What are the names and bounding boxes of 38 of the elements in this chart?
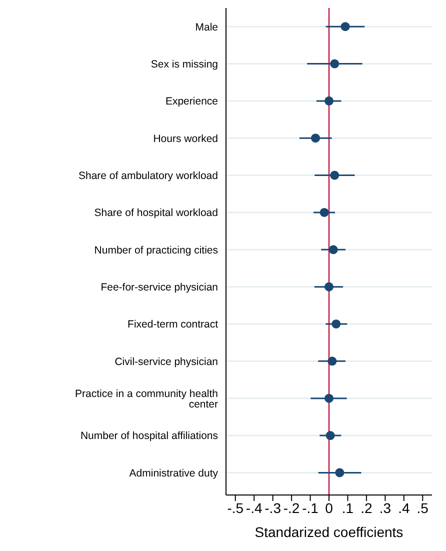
point (332, 319, 341, 328)
x-tick-label: .5 (416, 500, 429, 516)
x-tick-label: -.5 (227, 500, 244, 516)
y-tick-label: Practice in a community health center (75, 388, 218, 410)
x-tick-label: -.3 (264, 500, 282, 516)
y-tick-label: Hours worked (153, 132, 218, 145)
point (324, 394, 334, 403)
point (324, 282, 334, 292)
x-tick-label: .1 (342, 500, 354, 516)
x-tick-label: -.1 (302, 500, 319, 516)
x-tick-label: -.2 (283, 500, 300, 516)
y-tick-label: Sex is missing (150, 58, 218, 70)
point (340, 22, 350, 32)
y-tick-label: Male (195, 21, 218, 34)
y-tick-label: Civil-service physician (114, 356, 218, 368)
point (328, 356, 337, 366)
x-tick-label: .2 (360, 500, 372, 516)
point (320, 208, 329, 217)
x-tick-label: -.4 (246, 500, 262, 516)
point (330, 59, 340, 68)
y-tick-label: Fixed-term contract (128, 318, 218, 331)
y-tick-label: Administrative duty (129, 467, 219, 480)
y-tick-label: Share of ambulatory workload (78, 170, 218, 182)
y-tick-label: Fee-for-service physician (100, 282, 218, 294)
x-tick-label: 0 (325, 500, 334, 516)
point (311, 134, 320, 143)
x-tick-label: .4 (398, 500, 410, 516)
x-axis-title: Standarized coefficients (254, 524, 404, 540)
y-tick-label: Experience (165, 96, 218, 108)
y-tick-label: Number of practicing cities (94, 244, 218, 256)
point (328, 245, 338, 254)
y-tick-label: Share of hospital workload (94, 207, 218, 220)
point (324, 96, 334, 106)
y-tick-label: Number of hospital affiliations (80, 430, 218, 442)
point (335, 468, 344, 478)
x-tick-label: .3 (379, 500, 392, 516)
point (326, 431, 335, 440)
point (330, 170, 340, 180)
